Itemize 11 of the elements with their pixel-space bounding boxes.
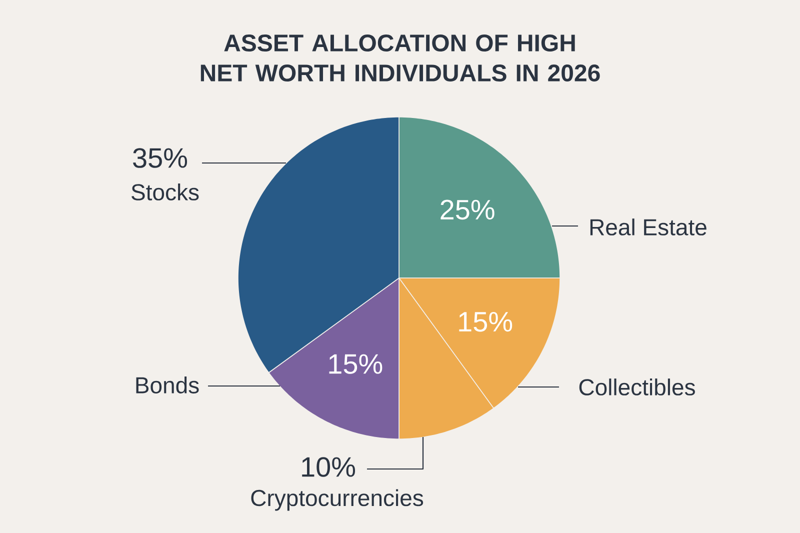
- data-label: 10%: [302, 457, 356, 477]
- slice-label: Cryptocurrencies: [251, 489, 424, 511]
- slice-label: Stocks: [132, 184, 199, 200]
- data-label: 15%: [329, 354, 382, 374]
- data-label: 25%: [440, 200, 494, 220]
- slice-label: Bonds: [136, 376, 199, 394]
- data-label: 15%: [459, 312, 512, 332]
- slice-label: Collectibles: [579, 378, 695, 396]
- chart-title: ASSET ALLOCATION OF HIGH NET WORTH INDIVIDUALS IN 2026: [200, 34, 600, 82]
- data-label: 35%: [133, 148, 188, 168]
- slice-label: Real Estate: [590, 218, 706, 236]
